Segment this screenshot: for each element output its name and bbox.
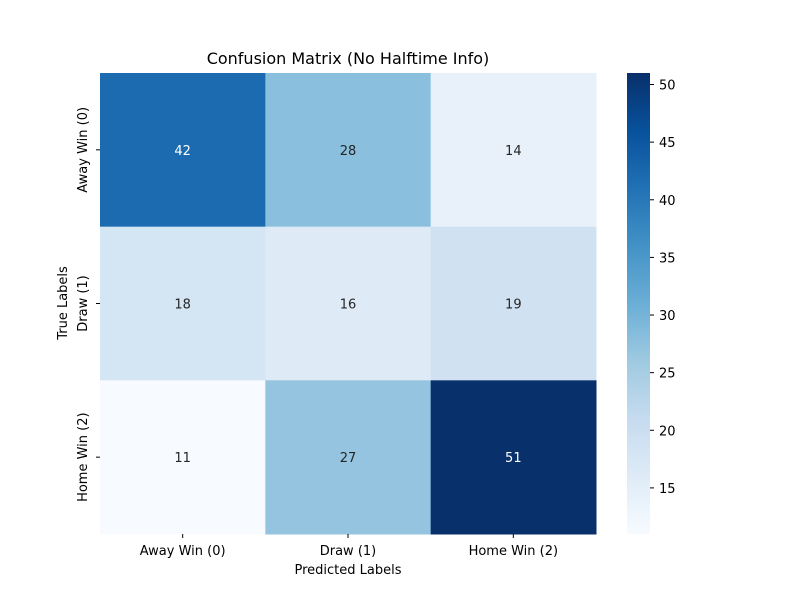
heatmap-cell xyxy=(430,226,597,381)
colorbar-tick-label: 40 xyxy=(659,194,676,209)
heatmap-cell xyxy=(265,380,432,535)
cell-value-label: 19 xyxy=(505,298,522,313)
colorbar-tick-label: 15 xyxy=(659,482,676,497)
x-tick-label: Draw (1) xyxy=(320,544,377,559)
heatmap-cell xyxy=(430,380,597,535)
cell-value-label: 51 xyxy=(505,451,522,466)
y-tick-label: Draw (1) xyxy=(76,275,91,332)
cell-value-label: 27 xyxy=(340,451,357,466)
y-axis-ticks: Away Win (0) Draw (1) Home Win (2) xyxy=(76,107,100,502)
heatmap-cell xyxy=(265,73,432,228)
colorbar-tick-label: 30 xyxy=(659,309,676,324)
heatmap-cell xyxy=(100,73,266,228)
cell-value-label: 28 xyxy=(340,144,357,159)
y-tick-label: Away Win (0) xyxy=(76,107,91,193)
heatmap-cell xyxy=(265,226,432,381)
cell-value-label: 11 xyxy=(174,451,191,466)
y-tick-label: Home Win (2) xyxy=(76,412,91,502)
x-axis-label: Predicted Labels xyxy=(294,563,401,578)
chart-title: Confusion Matrix (No Halftime Info) xyxy=(207,49,490,68)
heatmap-cell xyxy=(100,226,266,381)
colorbar xyxy=(627,73,650,534)
cell-value-label: 18 xyxy=(174,298,191,313)
heatmap-cell xyxy=(430,73,597,228)
colorbar-ticks: 15 20 25 30 35 40 45 50 xyxy=(650,79,676,497)
x-tick-label: Home Win (2) xyxy=(469,544,559,559)
heatmap-cell xyxy=(100,380,266,535)
cell-value-label: 14 xyxy=(505,144,522,159)
heatmap-cells xyxy=(100,73,597,535)
heatmap-cell-labels: 42 28 14 18 16 19 11 27 51 xyxy=(174,144,521,466)
colorbar-tick-label: 45 xyxy=(659,136,676,151)
x-axis-ticks: Away Win (0) Draw (1) Home Win (2) xyxy=(140,534,558,559)
colorbar-tick-label: 20 xyxy=(659,424,676,439)
x-tick-label: Away Win (0) xyxy=(140,544,226,559)
colorbar-tick-label: 50 xyxy=(659,79,676,94)
colorbar-tick-label: 35 xyxy=(659,251,676,266)
cell-value-label: 16 xyxy=(340,298,357,313)
cell-value-label: 42 xyxy=(174,144,191,159)
y-axis-label: True Labels xyxy=(56,266,71,341)
colorbar-tick-label: 25 xyxy=(659,367,676,382)
